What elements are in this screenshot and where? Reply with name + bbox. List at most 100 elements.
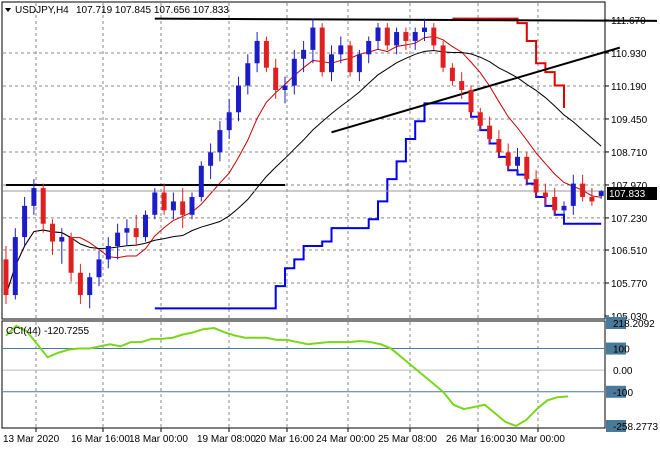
cci-level-tag bbox=[606, 342, 626, 355]
candle-body bbox=[449, 67, 455, 82]
candle-body bbox=[96, 259, 102, 278]
candle-body bbox=[412, 32, 418, 41]
cci-tick-label: -100 bbox=[613, 388, 633, 399]
candle-body bbox=[170, 201, 176, 211]
candle-body bbox=[161, 192, 167, 211]
candle-body bbox=[189, 196, 195, 215]
cci-level-lines bbox=[3, 348, 604, 393]
cci-axis-labels: 218.2092 100 0.00 -100 -258.2773 bbox=[606, 317, 658, 433]
price-tick-label: 111.670 bbox=[611, 16, 646, 27]
candle-body bbox=[440, 45, 446, 68]
candle-body bbox=[459, 81, 465, 90]
current-price-tag bbox=[607, 187, 657, 200]
channel-high-line bbox=[452, 17, 565, 108]
candle-body bbox=[403, 32, 409, 41]
candle-body bbox=[542, 192, 548, 197]
candle-body bbox=[329, 54, 334, 73]
candle-body bbox=[598, 191, 604, 197]
current-price-value: 107.833 bbox=[609, 189, 646, 200]
candle-body bbox=[477, 112, 483, 126]
candle-body bbox=[468, 89, 474, 113]
candle-body bbox=[384, 27, 390, 46]
candle-body bbox=[487, 125, 493, 140]
cci-tick-label: -258.2773 bbox=[613, 422, 658, 433]
candle-body bbox=[254, 40, 260, 64]
candle-body bbox=[124, 228, 130, 233]
candle-body bbox=[115, 232, 121, 247]
time-tick-label: 30 Mar 00:00 bbox=[506, 434, 565, 445]
candle-body bbox=[552, 196, 558, 211]
candle-body bbox=[217, 130, 223, 153]
price-axis-labels: 111.670 110.930 110.190 109.450 108.710 107.9… bbox=[605, 16, 648, 323]
dropdown-triangle-icon[interactable] bbox=[5, 8, 11, 12]
time-axis-labels: 13 Mar 2020 16 Mar 16:00 18 Mar 00:00 19 Ma… bbox=[3, 428, 565, 445]
candle-body bbox=[282, 85, 288, 90]
candle-body bbox=[570, 183, 576, 206]
candle-body bbox=[87, 277, 93, 296]
time-tick-label: 16 Mar 16:00 bbox=[71, 434, 130, 445]
candle-body bbox=[338, 45, 344, 55]
candle-body bbox=[524, 156, 530, 180]
price-tick-label: 109.450 bbox=[611, 115, 648, 126]
candle-body bbox=[366, 40, 372, 55]
price-tick-label: 105.030 bbox=[611, 312, 648, 323]
cci-level-tag bbox=[606, 385, 626, 398]
candle-body bbox=[31, 188, 37, 206]
cci-name: CCI(44) bbox=[6, 326, 41, 337]
ohlc-readout: 107.719 107.845 107.656 107.833 bbox=[76, 5, 229, 16]
candle-body bbox=[50, 223, 55, 242]
price-tick-label: 110.190 bbox=[611, 82, 647, 93]
candle-body bbox=[589, 196, 595, 202]
price-tick-label: 105.770 bbox=[611, 279, 648, 290]
candle-body bbox=[533, 179, 539, 193]
cci-tick-label: 0.00 bbox=[613, 366, 633, 377]
cci-tick-label: 218.2092 bbox=[613, 319, 655, 330]
candle-body bbox=[208, 152, 214, 166]
candle-body bbox=[347, 45, 353, 73]
time-tick-label: 26 Mar 16:00 bbox=[446, 434, 505, 445]
cci-line bbox=[5, 324, 569, 428]
candlesticks bbox=[3, 18, 604, 309]
candle-body bbox=[319, 27, 325, 73]
price-tick-label: 110.930 bbox=[611, 49, 647, 60]
candle-body bbox=[375, 27, 381, 41]
candle-body bbox=[236, 85, 241, 113]
cci-panel-frame bbox=[1, 320, 606, 429]
time-tick-label: 13 Mar 2020 bbox=[3, 434, 60, 445]
candle-body bbox=[59, 237, 65, 242]
resistance-line bbox=[154, 17, 658, 22]
candle-body bbox=[301, 49, 307, 59]
candle-body bbox=[580, 183, 586, 197]
candle-body bbox=[133, 228, 139, 238]
candle-body bbox=[561, 205, 567, 211]
cci-level-tag bbox=[606, 420, 626, 432]
candle-body bbox=[143, 214, 148, 238]
candle-body bbox=[505, 152, 511, 166]
price-tick-label: 106.510 bbox=[611, 246, 648, 257]
grid-lines bbox=[3, 3, 604, 427]
time-tick-label: 19 Mar 08:00 bbox=[197, 434, 256, 445]
candle-body bbox=[422, 27, 427, 33]
price-tick-label: 107.970 bbox=[611, 181, 648, 192]
candle-body bbox=[105, 246, 111, 260]
cci-tick-label: 100 bbox=[613, 345, 630, 356]
candle-body bbox=[68, 237, 74, 273]
candle-body bbox=[40, 188, 46, 224]
time-tick-label: 24 Mar 00:00 bbox=[316, 434, 375, 445]
candle-body bbox=[263, 40, 269, 68]
candle-body bbox=[180, 201, 186, 215]
trendline bbox=[331, 46, 621, 134]
cci-level-tag bbox=[606, 317, 626, 329]
cci-plot bbox=[5, 324, 569, 428]
candle-body bbox=[152, 192, 158, 215]
time-tick-label: 25 Mar 08:00 bbox=[378, 434, 437, 445]
candle-body bbox=[431, 27, 437, 46]
candle-body bbox=[12, 237, 18, 296]
candle-body bbox=[226, 112, 232, 131]
time-tick-label: 18 Mar 00:00 bbox=[129, 434, 188, 445]
time-tick-label: 20 Mar 16:00 bbox=[255, 434, 314, 445]
candle-body bbox=[515, 156, 520, 166]
candle-body bbox=[3, 259, 9, 296]
candle-body bbox=[22, 205, 28, 238]
